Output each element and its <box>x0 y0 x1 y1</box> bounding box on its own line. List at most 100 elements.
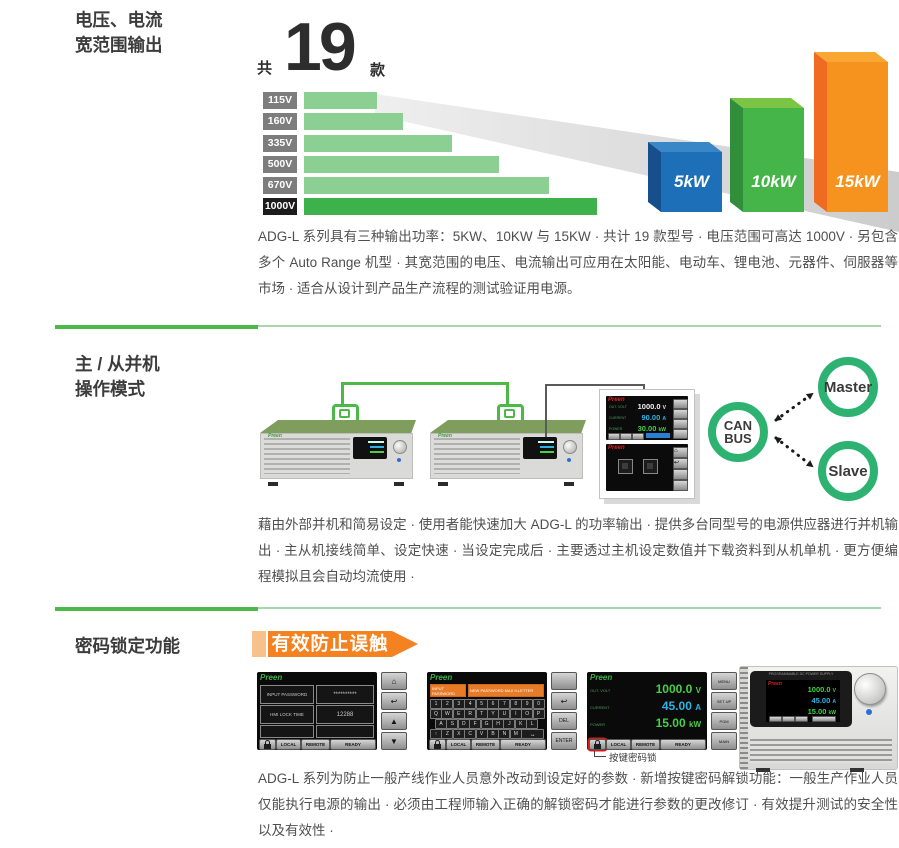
device-foot <box>438 482 448 486</box>
can-bus-node: CAN BUS <box>708 402 768 462</box>
parallel-cable <box>341 382 509 385</box>
key: 3 <box>452 699 465 709</box>
local-button: LOCAL <box>276 739 301 750</box>
key: M <box>509 729 522 739</box>
key: 4 <box>464 699 477 709</box>
voltage-label: 500V <box>263 156 297 173</box>
soft-button <box>673 399 688 409</box>
parallel-cable-drop <box>341 382 344 406</box>
key: 6 <box>487 699 499 709</box>
power-value: 15.00 kW <box>655 716 701 730</box>
key: H <box>492 719 504 729</box>
rotary-knob <box>563 440 577 454</box>
device-foot <box>268 482 278 486</box>
meter-icon <box>618 459 633 474</box>
voltage-label: 1000V <box>263 198 297 215</box>
power-bar-label: 15kW <box>835 172 880 191</box>
key: K <box>514 719 527 729</box>
curr-label: CURRENT <box>609 416 627 420</box>
ready-status: READY <box>660 739 706 750</box>
lock-icon <box>259 739 276 750</box>
vent-grille <box>264 438 350 474</box>
key: 8 <box>509 699 522 709</box>
callout-label: 按键密码锁 <box>609 753 657 764</box>
display-line <box>370 451 384 453</box>
power-value: 15.00 kW <box>807 707 836 716</box>
up-icon: ▲ <box>381 712 407 730</box>
curr-label: CURRENT <box>590 705 610 710</box>
input-password-label: INPUT PASSWORD <box>260 685 314 704</box>
local-button: LOCAL <box>606 739 631 750</box>
zoom-callout-line <box>643 384 645 391</box>
device-screen: Preen 1000.0 V 45.00 A 15.00 kW <box>766 680 840 722</box>
key: O <box>521 709 534 719</box>
setup-button: SET UP <box>711 692 737 710</box>
lock-icon-highlighted <box>589 739 606 750</box>
power-bar-5kw: 5kW <box>648 142 722 213</box>
key: C <box>464 729 477 739</box>
plug-connector-icon <box>332 404 359 432</box>
back-icon: ↩ <box>551 692 577 710</box>
key: D <box>457 719 470 729</box>
power-bar-15kw: 15kW <box>814 52 888 213</box>
power-supply-master: Preen <box>260 420 416 486</box>
brand-logo: Preen <box>260 673 283 682</box>
key: P <box>532 709 545 719</box>
volt-value: 1000.0 V <box>807 685 836 694</box>
banner-arrow-tip <box>392 631 418 657</box>
key: V <box>475 729 488 739</box>
key: J <box>503 719 516 729</box>
curr-value: 45.00 A <box>811 696 837 705</box>
voltage-bar <box>304 156 499 173</box>
back-icon: ↩ <box>381 692 407 710</box>
voltage-bar <box>304 135 452 152</box>
device-foot <box>756 768 770 772</box>
empty-cell <box>316 725 374 738</box>
home-icon: ⌂ <box>673 447 688 458</box>
key: 9 <box>521 699 534 709</box>
voltage-label: 160V <box>263 113 297 130</box>
voltage-bar <box>304 92 377 109</box>
section1-paragraph: ADG-L 系列具有三种输出功率：5KW、10KW 与 15KW · 共计 19… <box>258 229 898 296</box>
key: U <box>498 709 511 719</box>
section2-title-line2: 操作模式 <box>75 379 145 399</box>
key: L <box>526 719 539 729</box>
zoom-callout-line <box>545 384 547 437</box>
rotary-knob <box>393 440 407 454</box>
key: 2 <box>441 699 454 709</box>
power-button <box>397 458 401 462</box>
key: Y <box>487 709 499 719</box>
bar-side-face <box>814 52 827 213</box>
section3-title: 密码锁定功能 <box>75 636 180 656</box>
key: W <box>441 709 454 719</box>
parallel-cable-drop <box>506 382 509 406</box>
password-value: ********** <box>316 685 374 704</box>
section2-paragraph: 藉由外部并机和简易设定 · 使用者能快速加大 ADG-L 的功率输出 · 提供多… <box>258 517 898 584</box>
soft-button <box>812 716 836 722</box>
master-node: Master <box>818 357 878 417</box>
key: R <box>464 709 477 719</box>
display-line <box>368 441 384 443</box>
soft-button <box>673 480 688 491</box>
soft-button <box>673 409 688 419</box>
key: B <box>487 729 499 739</box>
key: 7 <box>498 699 511 709</box>
soft-button <box>673 419 688 429</box>
power-bar-10kw: 10kW <box>730 98 804 213</box>
volt-label: OUT. VOLT <box>590 688 611 693</box>
vent-grille <box>434 438 520 474</box>
power-bar-label: 10kW <box>751 172 796 191</box>
key: S <box>446 719 459 729</box>
ready-status: READY <box>330 739 376 750</box>
display-line <box>540 446 554 448</box>
empty-cell <box>260 725 314 738</box>
hmi-lock-time-label: HMI LOCK TIME <box>260 705 314 724</box>
key: G <box>480 719 493 729</box>
banner-text: 有效防止误触 <box>268 631 392 657</box>
power-label: POWER <box>609 427 623 431</box>
voltage-label: 115V <box>263 92 297 109</box>
device-photo: PROGRAMMABLE DC POWER SUPPLY Preen 1000.… <box>739 666 898 772</box>
key: Q <box>430 709 442 719</box>
model-count-prefix: 共 <box>257 60 273 77</box>
